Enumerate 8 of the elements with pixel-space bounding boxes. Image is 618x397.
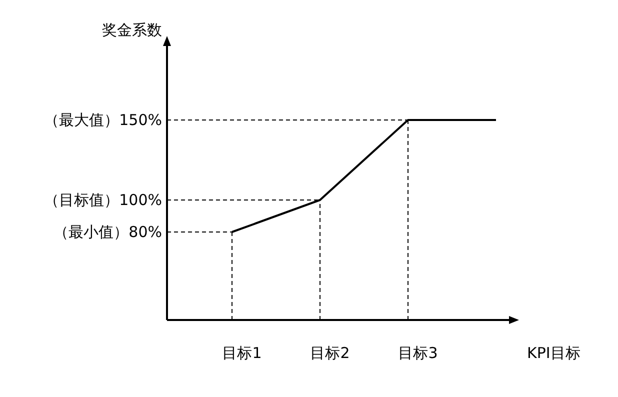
x-tick-label: 目标1 <box>222 344 262 362</box>
y-tick-label: （最大值）150% <box>44 111 162 129</box>
x-axis-title: KPI目标 <box>527 344 580 362</box>
y-tick-label: （目标值）100% <box>44 191 162 209</box>
x-tick-label: 目标3 <box>398 344 438 362</box>
y-tick-label: （最小值）80% <box>54 223 162 241</box>
y-axis-title: 奖金系数 <box>102 21 162 39</box>
x-tick-label: 目标2 <box>310 344 350 362</box>
